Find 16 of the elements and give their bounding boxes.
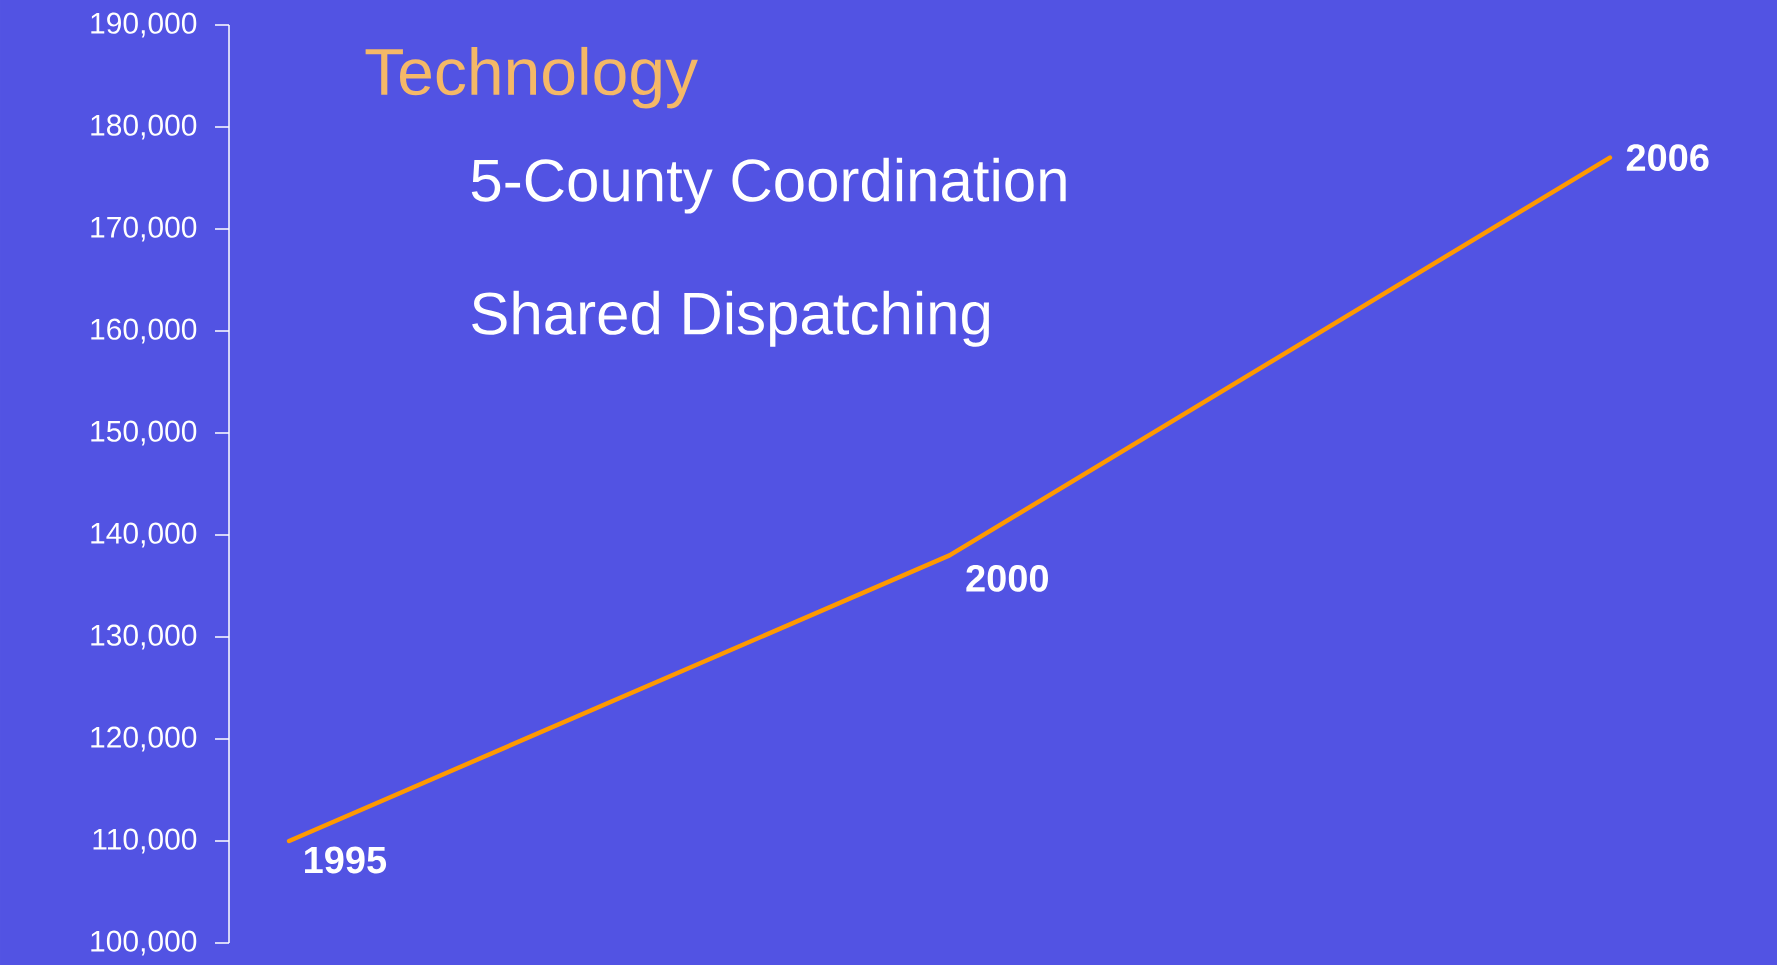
annotation: 1995 (305, 846, 387, 874)
annotation: 2000 (966, 564, 1048, 592)
y-tick-label: 120,000 (91, 726, 197, 752)
y-tick-label: 190,000 (91, 12, 197, 38)
annotation: 2006 (1626, 144, 1709, 172)
y-tick-label: 170,000 (91, 216, 197, 242)
annotation: Shared Dispatching (472, 290, 990, 347)
y-tick-label: 130,000 (91, 624, 197, 650)
chart-title: Technology (365, 46, 698, 109)
y-tick-label: 160,000 (91, 318, 197, 344)
y-tick-label: 140,000 (91, 522, 197, 548)
y-tick-label: 100,000 (91, 930, 197, 956)
y-tick-label: 150,000 (91, 420, 197, 446)
y-tick-label: 110,000 (93, 828, 197, 854)
annotation: 5-County Coordination (471, 157, 1066, 214)
y-tick-label: 180,000 (91, 114, 197, 140)
